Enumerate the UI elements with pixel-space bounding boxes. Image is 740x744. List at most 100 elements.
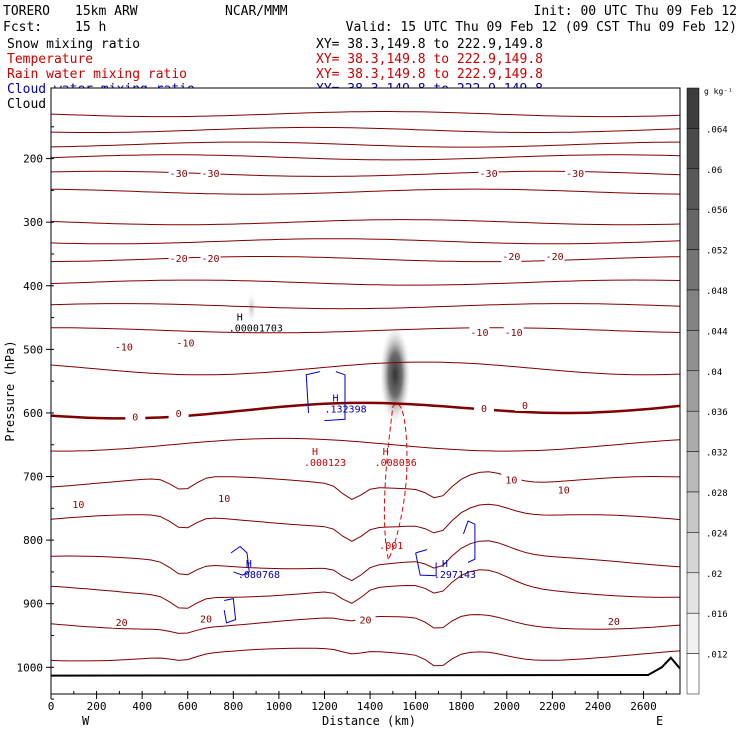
isotherm-label-bg: [553, 483, 574, 496]
field-legend-xy: XY= 38.3,149.8 to 222.9,149.8: [316, 67, 543, 82]
isotherm: [50, 279, 681, 286]
isotherm-label-bg: [603, 615, 624, 628]
x-tick-label: 1000: [266, 700, 293, 713]
rain-contour: [383, 403, 408, 561]
isotherm: [50, 327, 681, 334]
colorbar-segment: [686, 289, 700, 331]
isotherm-label: -20: [201, 254, 219, 265]
isotherm-label: 0: [132, 412, 138, 423]
isotherm: [50, 303, 681, 310]
maxima-labels: H.00001703H.132398H.000123H.008036.001H.…: [229, 313, 476, 581]
x-tick-label: 800: [223, 700, 243, 713]
maximum-h-label: H: [237, 313, 243, 324]
colorbar-segment: [686, 612, 700, 654]
maximum-h-label: H: [442, 559, 448, 570]
isotherm-label: -10: [505, 328, 523, 339]
colorbar-segment: [686, 87, 700, 129]
fcst-value: 15 h: [75, 20, 106, 35]
isotherm-label-bg: [200, 252, 221, 265]
isotherm-label: -10: [176, 339, 194, 350]
isotherm: [50, 503, 681, 542]
y-tick-label: 600: [23, 407, 43, 420]
colorbar-tick-label: .012: [706, 651, 728, 661]
x-tick-label: 1600: [402, 700, 429, 713]
x-tick-label: 2000: [494, 700, 521, 713]
isotherm-label: 20: [116, 618, 128, 629]
isotherm-label: 10: [505, 475, 517, 486]
valid-time: Valid: 15 UTC Thu 09 Feb 12 (09 CST Thu …: [346, 20, 737, 35]
y-tick-label: 200: [23, 153, 43, 166]
colorbar-segment: [686, 249, 700, 291]
colorbar-tick-label: .052: [706, 247, 728, 257]
maximum-value: .080768: [238, 570, 280, 581]
x-tick-label: 2200: [539, 700, 566, 713]
cloud-water-contour: [415, 549, 437, 577]
cloud-water-contour: [305, 371, 346, 422]
isotherm: [50, 219, 681, 226]
isotherm-label-bg: [503, 325, 524, 338]
y-tick-label: 400: [23, 280, 43, 293]
isotherm-label-bg: [168, 407, 189, 420]
east-label: E: [656, 714, 663, 728]
cloud-water-contour: [463, 520, 476, 563]
cloud-water-contour: [223, 598, 237, 624]
y-tick-label: 800: [23, 534, 43, 547]
field-legend-xy: XY= 38.3,149.8 to 222.9,149.8: [316, 37, 543, 52]
maximum-h-label: H: [332, 394, 338, 405]
x-tick-label: 2600: [630, 700, 657, 713]
isotherm: [50, 437, 681, 452]
isotherm-label-bg: [200, 166, 221, 179]
y-tick-label: 300: [23, 216, 43, 229]
isotherm-label: 0: [481, 404, 487, 415]
isotherm-label: -10: [470, 328, 488, 339]
x-tick-label: 600: [178, 700, 198, 713]
colorbar-segment: [686, 451, 700, 493]
isotherm-label: -30: [480, 169, 498, 180]
isotherm: [50, 126, 681, 133]
terrain-line: [50, 656, 681, 677]
maximum-value: .008036: [375, 458, 417, 469]
x-tick-label: 1400: [357, 700, 384, 713]
isotherm: [50, 154, 681, 161]
x-axis: 0 200 400 600 800 1000 1200 1400 1600 1800 2000 220…: [48, 691, 667, 713]
colorbar-tick-label: .016: [706, 610, 728, 620]
isotherm: [50, 188, 681, 195]
isotherms: [50, 111, 681, 667]
snow-minor-shade: [246, 292, 257, 325]
x-tick-label: 1200: [311, 700, 338, 713]
x-tick-label: 2400: [585, 700, 612, 713]
isotherm: [50, 471, 681, 500]
colorbar-tick-label: .06: [706, 166, 722, 176]
field-legend-name: Rain water mixing ratio: [7, 67, 187, 82]
isotherm-label: 0: [176, 409, 182, 420]
colorbar-tick-label: .036: [706, 408, 728, 418]
isotherm: [50, 238, 681, 245]
isotherm-zero: [50, 401, 681, 420]
maximum-h-label: H: [383, 447, 389, 458]
y-tick-label: 500: [23, 343, 43, 356]
colorbar-segment: [686, 168, 700, 210]
isotherm: [50, 256, 681, 263]
isotherm: [50, 141, 680, 148]
colorbar-tick-label: .044: [706, 327, 728, 337]
maximum-value: .00001703: [229, 324, 283, 335]
colorbar-segment: [686, 410, 700, 452]
y-tick-label: 900: [23, 598, 43, 611]
colorbar-tick-label: .064: [706, 125, 728, 135]
x-tick-label: 1800: [448, 700, 475, 713]
y-tick-label: 700: [23, 471, 43, 484]
colorbar-segment: [686, 128, 700, 170]
colorbar-segment: [686, 653, 700, 695]
colorbar-segment: [686, 491, 700, 533]
model-name: TORERO: [3, 4, 50, 19]
plot-background: [51, 88, 680, 694]
isotherm: [50, 111, 681, 118]
maximum-value: .000123: [304, 458, 346, 469]
isotherm-label: -20: [546, 252, 564, 263]
colorbar-tick-label: .02: [706, 570, 722, 580]
colorbar-segment: [686, 370, 700, 412]
isotherm-label: 0: [522, 401, 528, 412]
isotherm-label: -30: [201, 169, 219, 180]
